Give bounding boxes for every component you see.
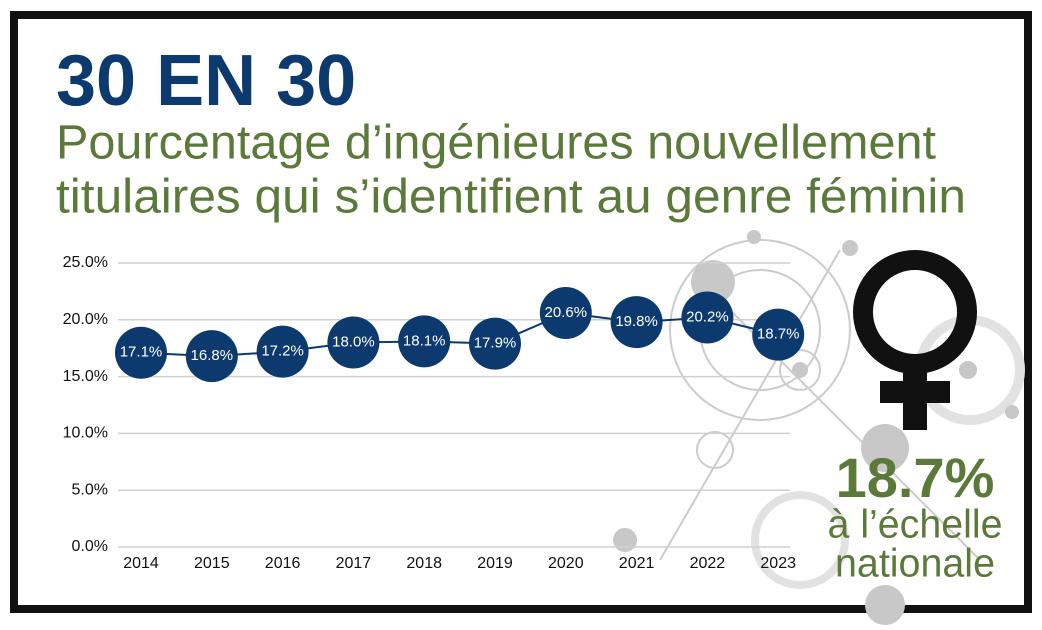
data-label: 20.2% (686, 308, 729, 325)
data-point (327, 316, 380, 369)
x-tick-label: 2014 (123, 555, 159, 572)
x-tick-label: 2020 (548, 555, 584, 572)
y-tick-label: 0.0% (72, 538, 108, 555)
subtitle: titulaires qui s’identifient au genre fé… (56, 171, 966, 224)
data-label: 17.9% (474, 335, 517, 352)
data-label: 18.0% (332, 333, 375, 350)
data-point (469, 317, 521, 370)
data-point (185, 330, 238, 383)
data-point (115, 326, 167, 379)
title: 30 EN 30 (56, 41, 356, 121)
x-tick-label: 2021 (619, 555, 655, 572)
y-tick-label: 25.0% (63, 254, 108, 271)
data-label: 17.1% (120, 344, 163, 361)
y-tick-label: 20.0% (63, 311, 108, 328)
x-tick-label: 2015 (194, 555, 230, 572)
data-label: 16.8% (191, 347, 234, 364)
y-tick-label: 10.0% (63, 425, 108, 442)
data-point (398, 315, 451, 368)
callout-text: nationale (835, 542, 995, 586)
data-point (752, 308, 805, 361)
decoration-dots (613, 230, 1019, 625)
y-tick-label: 5.0% (72, 481, 108, 498)
data-point (610, 296, 663, 349)
subtitle: Pourcentage d’ingénieures nouvellement (56, 117, 936, 170)
data-line (140, 311, 779, 358)
callout-value: 18.7% (836, 446, 995, 509)
data-point (539, 286, 592, 339)
x-tick-label: 2022 (690, 555, 726, 572)
venus-symbol (853, 250, 977, 430)
plot: 0.0% 5.0% 10.0% 15.0% 20.0% 25.0% 2014 17.1% 201… (63, 254, 805, 572)
x-tick-label: 2019 (477, 555, 513, 572)
x-tick-label: 2016 (265, 555, 301, 572)
data-point (681, 291, 734, 344)
data-point (256, 325, 309, 378)
callout-text: à l’échelle (828, 503, 1003, 547)
data-label: 18.7% (757, 326, 800, 343)
y-tick-label: 15.0% (63, 368, 108, 385)
data-label: 18.1% (403, 332, 446, 349)
x-tick-label: 2023 (760, 555, 796, 572)
x-tick-label: 2018 (406, 555, 442, 572)
data-label: 20.6% (545, 304, 588, 321)
x-tick-label: 2017 (336, 555, 372, 572)
data-label: 19.8% (615, 313, 658, 330)
data-label: 17.2% (261, 343, 304, 360)
